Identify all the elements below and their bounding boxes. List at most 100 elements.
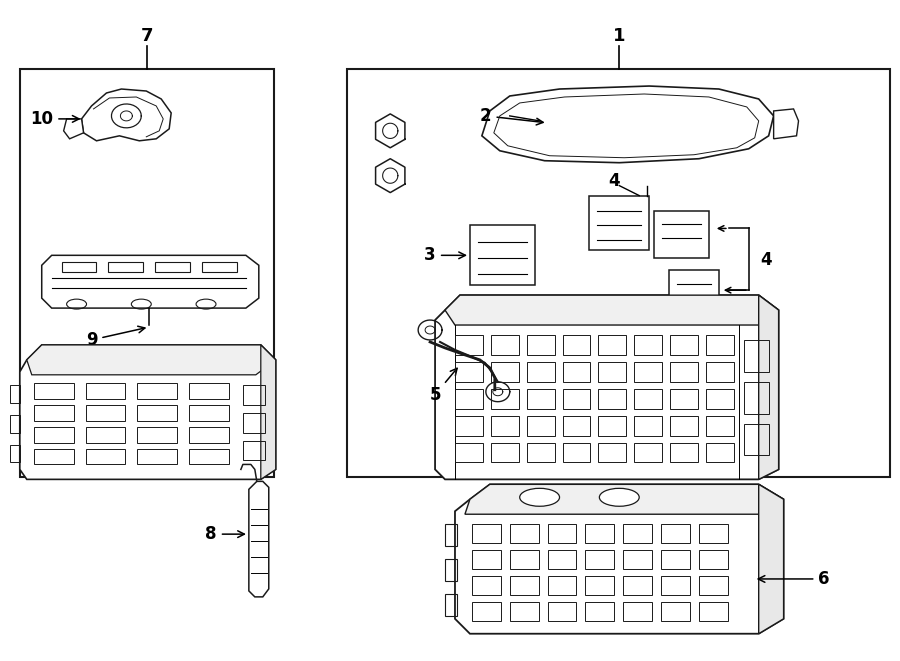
Text: 8: 8	[205, 525, 245, 543]
Bar	[138, 426, 177, 442]
Bar	[634, 416, 662, 436]
Bar	[509, 550, 538, 569]
Bar	[86, 449, 125, 465]
Polygon shape	[20, 345, 275, 479]
Bar	[670, 362, 698, 382]
Bar	[455, 389, 483, 408]
Polygon shape	[261, 345, 275, 479]
Bar	[662, 524, 690, 543]
Bar	[138, 449, 177, 465]
Polygon shape	[455, 485, 784, 634]
Bar	[34, 449, 74, 465]
Bar	[706, 389, 734, 408]
Polygon shape	[482, 86, 774, 163]
Bar	[634, 389, 662, 408]
Bar	[598, 442, 626, 463]
Bar	[455, 442, 483, 463]
Bar	[743, 382, 769, 414]
Bar	[472, 602, 500, 621]
Bar	[509, 576, 538, 595]
Bar	[526, 416, 554, 436]
Bar	[624, 576, 652, 595]
Bar	[455, 362, 483, 382]
Bar	[491, 335, 518, 355]
Bar	[526, 389, 554, 408]
Polygon shape	[435, 295, 778, 479]
Bar	[61, 262, 96, 272]
Bar	[585, 602, 615, 621]
Bar	[472, 576, 500, 595]
Bar	[86, 405, 125, 420]
Bar	[445, 559, 457, 581]
Bar	[562, 442, 590, 463]
Text: 6: 6	[758, 570, 830, 588]
Bar	[670, 416, 698, 436]
Bar	[189, 405, 229, 420]
Polygon shape	[41, 255, 259, 308]
Bar	[699, 550, 728, 569]
Bar	[491, 442, 518, 463]
Polygon shape	[774, 109, 798, 139]
Bar	[138, 405, 177, 420]
Bar	[491, 362, 518, 382]
Text: 4: 4	[608, 172, 620, 190]
Bar	[189, 449, 229, 465]
Polygon shape	[465, 485, 784, 514]
Bar	[455, 416, 483, 436]
Text: 7: 7	[141, 27, 154, 45]
Bar	[472, 550, 500, 569]
Bar	[138, 383, 177, 399]
Bar	[699, 602, 728, 621]
Bar	[706, 442, 734, 463]
Bar	[526, 335, 554, 355]
Bar	[10, 444, 20, 463]
Bar	[598, 389, 626, 408]
Text: 10: 10	[31, 110, 79, 128]
Bar	[706, 416, 734, 436]
Bar	[34, 383, 74, 399]
Bar	[491, 389, 518, 408]
Bar	[445, 524, 457, 546]
Bar	[624, 524, 652, 543]
Text: 1: 1	[613, 27, 626, 45]
Bar	[670, 389, 698, 408]
Bar	[562, 335, 590, 355]
Bar	[634, 335, 662, 355]
Ellipse shape	[519, 488, 560, 506]
Polygon shape	[470, 225, 535, 285]
Bar	[547, 576, 577, 595]
Bar	[20, 69, 274, 477]
Bar	[743, 424, 769, 455]
Bar	[10, 385, 20, 403]
Text: 4: 4	[760, 251, 772, 269]
Bar	[562, 362, 590, 382]
Bar	[10, 414, 20, 432]
Bar	[562, 416, 590, 436]
Polygon shape	[445, 295, 778, 325]
Bar	[526, 442, 554, 463]
Bar	[189, 383, 229, 399]
Polygon shape	[64, 119, 84, 139]
Bar	[547, 602, 577, 621]
Bar	[634, 362, 662, 382]
Polygon shape	[590, 196, 649, 251]
Text: 3: 3	[424, 247, 465, 264]
Bar	[491, 416, 518, 436]
Bar	[562, 389, 590, 408]
Bar	[189, 426, 229, 442]
Text: 2: 2	[480, 107, 543, 125]
Bar	[34, 405, 74, 420]
Bar	[662, 550, 690, 569]
Bar	[670, 442, 698, 463]
Bar	[155, 262, 190, 272]
Bar	[634, 442, 662, 463]
Bar	[34, 426, 74, 442]
Ellipse shape	[599, 488, 639, 506]
Bar	[585, 576, 615, 595]
Bar	[509, 602, 538, 621]
Bar	[624, 550, 652, 569]
Bar	[585, 524, 615, 543]
Polygon shape	[669, 270, 719, 312]
Text: 9: 9	[86, 326, 145, 349]
Polygon shape	[759, 485, 784, 634]
